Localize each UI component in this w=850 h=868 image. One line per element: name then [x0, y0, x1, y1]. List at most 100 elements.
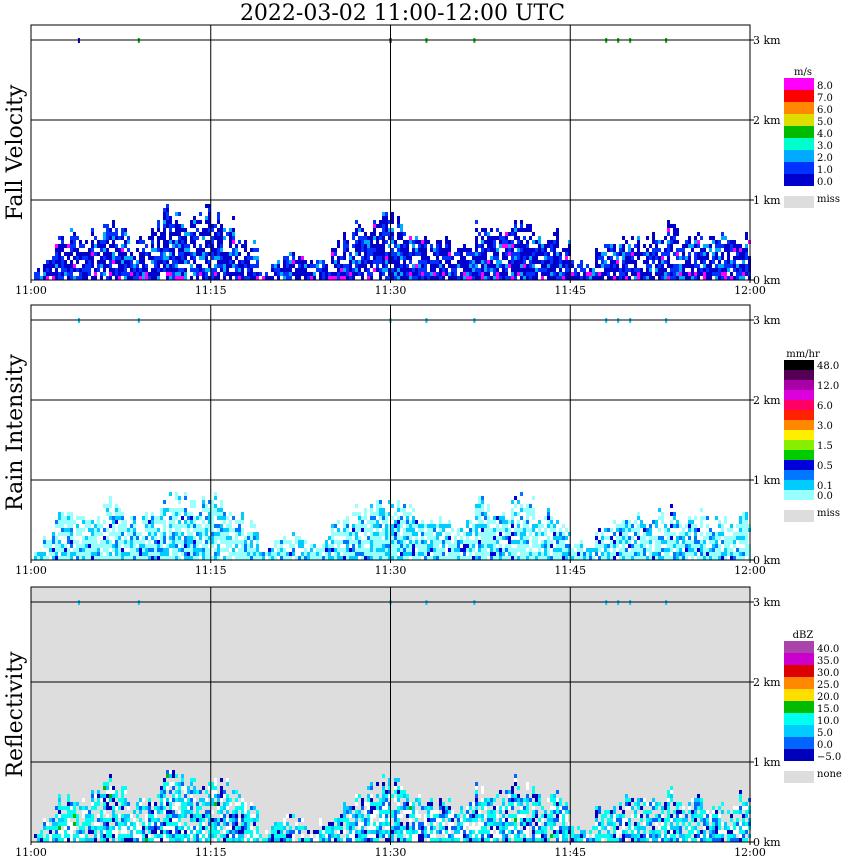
echo-cell: [76, 276, 79, 280]
echo-cell: [613, 548, 616, 552]
echo-cell: [403, 806, 406, 810]
echo-cell: [412, 532, 415, 536]
echo-cell: [70, 838, 73, 842]
echo-cell: [454, 252, 457, 256]
echo-cell: [577, 548, 580, 552]
echo-cell: [184, 814, 187, 818]
echo-cell: [496, 516, 499, 520]
echo-cell: [607, 264, 610, 268]
echo-cell: [370, 248, 373, 252]
echo-cell: [532, 272, 535, 276]
echo-cell: [367, 520, 370, 524]
echo-cell: [124, 264, 127, 268]
echo-cell: [55, 814, 58, 818]
echo-cell: [169, 838, 172, 842]
echo-cell: [691, 548, 694, 552]
echo-cell: [85, 276, 88, 280]
echo-cell: [67, 264, 70, 268]
echo-cell: [631, 252, 634, 256]
echo-cell: [61, 272, 64, 276]
echo-cell: [319, 838, 322, 842]
echo-cell: [559, 548, 562, 552]
echo-cell: [703, 244, 706, 248]
echo-cell: [664, 532, 667, 536]
echo-cell: [106, 798, 109, 802]
echo-cell: [382, 540, 385, 544]
echo-cell: [199, 516, 202, 520]
echo-cell: [220, 790, 223, 794]
echo-cell: [70, 248, 73, 252]
echo-cell: [478, 496, 481, 500]
echo-cell: [115, 834, 118, 838]
echo-cell: [730, 524, 733, 528]
colorbar-swatch: [784, 174, 814, 186]
echo-cell: [115, 504, 118, 508]
echo-cell: [709, 532, 712, 536]
echo-cell: [133, 556, 136, 560]
echo-cell: [604, 552, 607, 556]
echo-cell: [505, 264, 508, 268]
echo-cell: [382, 830, 385, 834]
echo-cell: [151, 556, 154, 560]
echo-cell: [181, 786, 184, 790]
echo-cell: [487, 536, 490, 540]
echo-cell: [265, 552, 268, 556]
echo-cell: [73, 814, 76, 818]
echo-cell: [52, 532, 55, 536]
echo-cell: [199, 532, 202, 536]
echo-cell: [211, 528, 214, 532]
echo-cell: [403, 264, 406, 268]
echo-cell: [469, 264, 472, 268]
echo-cell: [352, 268, 355, 272]
echo-cell: [163, 826, 166, 830]
echo-cell: [343, 806, 346, 810]
echo-cell: [481, 524, 484, 528]
echo-cell: [598, 264, 601, 268]
echo-cell: [322, 830, 325, 834]
echo-cell: [241, 244, 244, 248]
echo-cell: [370, 508, 373, 512]
echo-cell: [355, 834, 358, 838]
echo-cell: [547, 256, 550, 260]
echo-cell: [58, 548, 61, 552]
echo-cell: [637, 524, 640, 528]
y-tick-label: 1 km: [753, 474, 781, 487]
echo-cell: [736, 244, 739, 248]
echo-cell: [412, 838, 415, 842]
echo-cell: [676, 540, 679, 544]
echo-cell: [613, 556, 616, 560]
echo-cell: [106, 248, 109, 252]
echo-cell: [724, 236, 727, 240]
echo-cell: [103, 240, 106, 244]
echo-cell: [709, 260, 712, 264]
echo-cell: [403, 240, 406, 244]
echo-cell: [373, 232, 376, 236]
echo-cell: [106, 556, 109, 560]
echo-cell: [235, 826, 238, 830]
echo-cell: [511, 548, 514, 552]
echo-cell: [475, 556, 478, 560]
echo-cell: [499, 236, 502, 240]
echo-cell: [424, 272, 427, 276]
echo-cell: [151, 276, 154, 280]
echo-cell: [676, 252, 679, 256]
echo-cell: [109, 778, 112, 782]
echo-cell: [742, 532, 745, 536]
echo-cell: [481, 260, 484, 264]
echo-cell: [160, 248, 163, 252]
echo-cell: [538, 524, 541, 528]
echo-cell: [58, 818, 61, 822]
echo-cell: [151, 524, 154, 528]
echo-cell: [412, 556, 415, 560]
echo-cell: [52, 556, 55, 560]
echo-cell: [208, 814, 211, 818]
echo-cell: [643, 552, 646, 556]
echo-cell: [613, 276, 616, 280]
echo-cell: [454, 544, 457, 548]
echo-cell: [139, 826, 142, 830]
echo-cell: [616, 264, 619, 268]
echo-cell: [556, 276, 559, 280]
echo-cell: [139, 810, 142, 814]
echo-cell: [649, 556, 652, 560]
echo-cell: [235, 830, 238, 834]
